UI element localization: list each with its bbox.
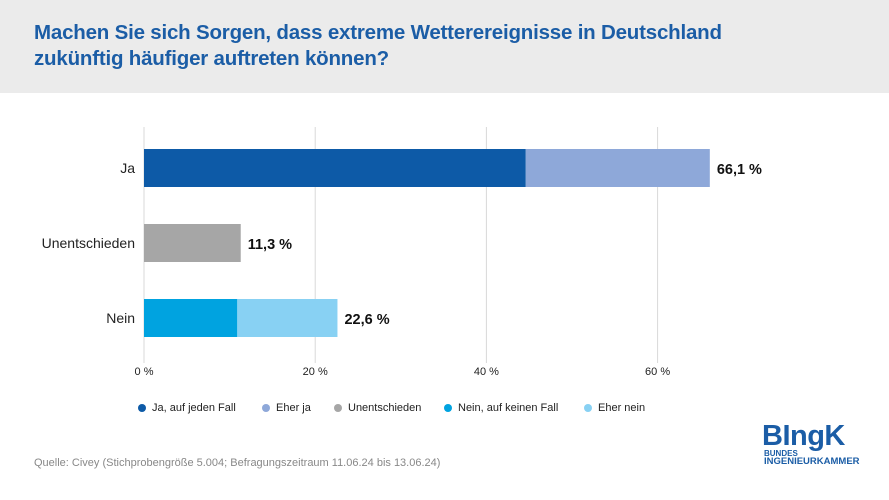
bar-segment xyxy=(144,224,241,262)
source-note: Quelle: Civey (Stichprobengröße 5.004; B… xyxy=(34,457,441,469)
legend-item: Unentschieden xyxy=(334,402,421,414)
bingk-logo: BIngK BUNDES INGENIEURKAMMER xyxy=(762,421,862,471)
logo-subline-2: INGENIEURKAMMER xyxy=(764,456,860,467)
bar-segment xyxy=(525,149,710,187)
legend-label: Unentschieden xyxy=(348,402,422,414)
legend-label: Ja, auf jeden Fall xyxy=(152,402,236,414)
category-label: Ja xyxy=(120,160,135,176)
legend-label: Eher nein xyxy=(598,402,646,414)
legend-marker xyxy=(262,404,270,412)
x-tick-label: 20 % xyxy=(303,366,328,378)
category-label: Unentschieden xyxy=(42,235,135,251)
legend-marker xyxy=(334,404,342,412)
logo-wordmark: BIngK xyxy=(762,420,845,452)
legend-marker xyxy=(444,404,452,412)
total-label: 22,6 % xyxy=(344,312,389,328)
x-tick-label: 0 % xyxy=(135,366,154,378)
total-label: 11,3 % xyxy=(248,237,292,253)
legend-marker xyxy=(584,404,592,412)
bar-segment xyxy=(144,299,238,337)
legend-item: Nein, auf keinen Fall xyxy=(444,402,558,414)
legend-item: Eher ja xyxy=(262,402,311,414)
bar-segment xyxy=(144,149,526,187)
bar-segment xyxy=(237,299,338,337)
chart-legend: Ja, auf jeden Fall Eher ja Unentschieden Ne… xyxy=(0,402,889,420)
legend-label: Eher ja xyxy=(276,402,311,414)
logo-subline-1: BUNDES xyxy=(764,449,798,458)
title-banner: Machen Sie sich Sorgen, dass extreme Wet… xyxy=(0,0,889,93)
x-tick-label: 60 % xyxy=(645,366,670,378)
legend-item: Ja, auf jeden Fall xyxy=(138,402,236,414)
bar-chart: 0 % 20 % 40 % 60 % Ja Unentschieden Nein 66,1 %… xyxy=(42,127,762,378)
x-tick-label: 40 % xyxy=(474,366,499,378)
legend-item: Eher nein xyxy=(584,402,645,414)
total-label: 66,1 % xyxy=(717,162,762,178)
category-label: Nein xyxy=(106,310,135,326)
chart-title: Machen Sie sich Sorgen, dass extreme Wet… xyxy=(34,21,722,70)
legend-marker xyxy=(138,404,146,412)
legend-label: Nein, auf keinen Fall xyxy=(458,402,559,414)
